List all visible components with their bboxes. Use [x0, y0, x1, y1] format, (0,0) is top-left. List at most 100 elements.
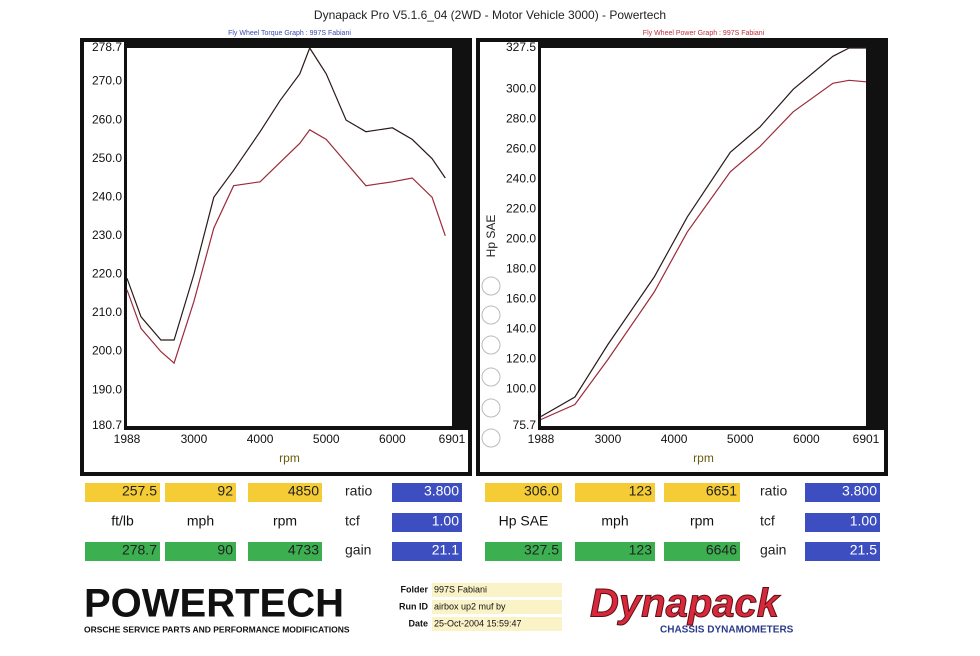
series-line — [540, 47, 866, 418]
readout-unit: Hp SAE — [499, 513, 549, 529]
y-tick-label: 200.0 — [92, 344, 122, 358]
readout-value: 123 — [629, 542, 653, 558]
series-line — [126, 46, 446, 341]
value-box — [85, 542, 160, 561]
y-tick-label: 327.5 — [506, 40, 536, 54]
field-box — [432, 617, 562, 631]
readout-unit: mph — [187, 513, 214, 529]
field-label: Date — [408, 618, 428, 628]
field-label: Run ID — [399, 601, 428, 611]
y-tick-label: 190.0 — [92, 382, 122, 396]
y-tick-label: 240.0 — [92, 189, 122, 203]
value-box — [392, 513, 462, 532]
readout-value: 123 — [629, 483, 653, 499]
y-tick-label: 160.0 — [506, 292, 536, 306]
value-box — [805, 483, 880, 502]
value-box — [664, 542, 740, 561]
y-tick-label: 240.0 — [506, 172, 536, 186]
readout-value: 6646 — [706, 542, 737, 558]
x-tick-label: 1988 — [114, 432, 141, 446]
button — [481, 335, 501, 355]
y-tick-label: 260.0 — [92, 112, 122, 126]
button — [481, 305, 501, 325]
x-tick-label: 3000 — [181, 432, 208, 446]
plot-area — [127, 48, 452, 426]
field-value: airbox up2 muf by — [434, 601, 506, 611]
label-strip — [84, 42, 124, 442]
readout-label: ratio — [345, 483, 372, 499]
y-tick-label: 278.7 — [92, 40, 122, 54]
y-tick-label: 250.0 — [92, 151, 122, 165]
x-tick-label: 4000 — [661, 432, 688, 446]
readout-label: tcf — [345, 513, 360, 529]
button — [481, 428, 501, 448]
x-tick-label: 6901 — [439, 432, 466, 446]
value-box — [485, 483, 562, 502]
y-tick-label: 180.7 — [92, 418, 122, 432]
x-axis-label: rpm — [693, 451, 714, 465]
brand: POWERTECH — [84, 582, 344, 626]
y-tick-label: 280.0 — [506, 111, 536, 125]
readout-value: 6651 — [706, 483, 737, 499]
y-tick-label: 220.0 — [506, 202, 536, 216]
x-tick-label: 5000 — [727, 432, 754, 446]
readout-value: 1.00 — [850, 513, 877, 529]
readout-value: 21.5 — [850, 542, 877, 558]
y-tick-label: 230.0 — [92, 228, 122, 242]
value-box — [664, 483, 740, 502]
y-tick-label: 300.0 — [506, 81, 536, 95]
series-line — [540, 79, 867, 421]
button — [481, 276, 501, 296]
plot-area — [541, 48, 866, 426]
readout-label: gain — [760, 542, 786, 558]
label-strip — [480, 430, 884, 472]
y-axis-label: Hp SAE — [484, 215, 498, 258]
readout-value: 90 — [217, 542, 233, 558]
readout-unit: mph — [601, 513, 628, 529]
readout-unit: ft/lb — [111, 513, 134, 529]
value-box — [392, 483, 462, 502]
y-tick-label: 120.0 — [506, 352, 536, 366]
y-tick-label: 200.0 — [506, 232, 536, 246]
logo: Dynapack — [590, 582, 781, 626]
button — [481, 398, 501, 418]
y-tick-label: 180.0 — [506, 262, 536, 276]
readout-value: 4850 — [288, 483, 319, 499]
x-tick-label: 1988 — [528, 432, 555, 446]
y-tick-label: 75.7 — [513, 418, 537, 432]
y-tick-label: 270.0 — [92, 74, 122, 88]
readout-unit: rpm — [690, 513, 714, 529]
y-tick-label: 210.0 — [92, 305, 122, 319]
button — [481, 367, 501, 387]
value-box — [575, 483, 655, 502]
readout-value: 21.1 — [432, 542, 459, 558]
value-box — [575, 542, 655, 561]
field-box — [432, 583, 562, 597]
y-tick-label: 100.0 — [506, 382, 536, 396]
y-tick-label: 260.0 — [506, 142, 536, 156]
chart-title: Fly Wheel Power Graph : 997S Fabiani — [643, 30, 765, 37]
x-tick-label: 3000 — [595, 432, 622, 446]
readout-value: 1.00 — [432, 513, 459, 529]
x-tick-label: 6000 — [793, 432, 820, 446]
readout-value: 4733 — [288, 542, 319, 558]
readout-label: tcf — [760, 513, 775, 529]
field-label: Folder — [400, 584, 428, 594]
readout-label: ratio — [760, 483, 787, 499]
readout-label: gain — [345, 542, 371, 558]
value-box — [805, 542, 880, 561]
x-tick-label: 4000 — [247, 432, 274, 446]
value-box — [165, 542, 236, 561]
readout-value: 3.800 — [842, 483, 877, 499]
chart-title: Fly Wheel Torque Graph : 997S Fabiani — [228, 30, 351, 37]
value-box — [248, 483, 322, 502]
readout-value: 306.0 — [524, 483, 559, 499]
value-box — [392, 542, 462, 561]
value-box — [248, 542, 322, 561]
readout-value: 278.7 — [122, 542, 157, 558]
x-axis-label: rpm — [279, 451, 300, 465]
sheet-title: Dynapack Pro V5.1.6_04 (2WD - Motor Vehi… — [314, 8, 666, 22]
value-box — [165, 483, 236, 502]
x-tick-label: 5000 — [313, 432, 340, 446]
